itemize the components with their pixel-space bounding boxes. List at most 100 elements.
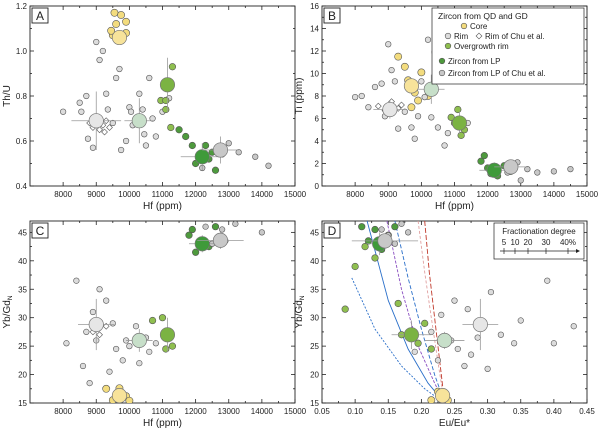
y-axis-title-subscript: N <box>299 295 306 300</box>
legend-title: Zircon from QD and GD <box>438 11 528 21</box>
rim-point <box>106 368 113 375</box>
legend-chu-rim-label: Rim of Chu et al. <box>485 32 545 41</box>
panel-label-box <box>323 7 341 24</box>
legend-lp-swatch <box>438 57 446 65</box>
rim-point <box>464 306 471 313</box>
rim-point <box>474 334 481 341</box>
overgrowth-point <box>454 105 462 114</box>
rim-point <box>421 94 428 101</box>
lp-point <box>477 157 485 165</box>
lp-point <box>371 225 379 234</box>
rim-point <box>441 142 448 149</box>
panel-B: 8000 9000 10000 11000 12000 13000 14000 15000 0 2… <box>294 2 599 212</box>
fractionation-curve <box>351 277 445 403</box>
x-tick-label: 15000 <box>576 190 599 199</box>
rim-point <box>428 114 435 121</box>
legend-overgrowth-label: Overgrowth rim <box>454 42 509 51</box>
panel-label-box <box>31 222 49 239</box>
fractionation-curve <box>386 221 446 403</box>
chu_rim-point <box>398 101 405 109</box>
y-axis-title-main: Yb/Gd <box>2 300 13 328</box>
rim-point <box>139 106 146 113</box>
lp_chu-point <box>378 226 385 233</box>
x-tick-label: 11000 <box>152 407 174 416</box>
y-tick-label: 6 <box>315 115 320 124</box>
chu_rim-point <box>96 331 103 339</box>
x-tick-label: 13000 <box>510 190 533 199</box>
rim-point <box>461 362 468 370</box>
fractionation-tick-label: 20 <box>524 238 533 247</box>
x-tick-label: 14000 <box>251 190 274 199</box>
y-tick-label: 0.6 <box>16 137 28 146</box>
plot-area <box>352 36 574 184</box>
y-tick-label: 20 <box>310 371 319 380</box>
y-tick-label: 1.2 <box>16 2 28 11</box>
rim-point <box>438 311 445 318</box>
rim-point <box>78 108 85 115</box>
overgrowth-point <box>168 342 177 350</box>
fractionation-tick-label: 5 <box>502 238 507 247</box>
overgrowth-point <box>148 316 157 325</box>
overgrowth_mean-marker <box>159 77 176 93</box>
y-tick-label: 2 <box>315 160 320 169</box>
y-tick-label: 0.8 <box>16 92 28 101</box>
rim-point <box>76 99 83 106</box>
core-point <box>417 68 426 77</box>
lp_mean-marker <box>194 149 210 165</box>
core_mean-marker <box>111 29 127 46</box>
rim-point <box>371 83 379 91</box>
lp_chu_mean-marker <box>503 159 519 175</box>
rim-point <box>550 340 557 347</box>
rim-point <box>89 308 97 316</box>
lp_chu-point <box>219 226 226 233</box>
rim-point <box>96 286 103 293</box>
legend-overgrowth-swatch <box>444 42 452 50</box>
rim-point <box>484 365 491 372</box>
rim-point <box>411 348 418 355</box>
lp-point <box>358 223 366 231</box>
x-tick-label: 8000 <box>54 190 72 199</box>
rim-point <box>152 340 159 347</box>
rim-point <box>391 78 398 85</box>
overgrowth-point <box>371 254 379 262</box>
x-tick-label: 8000 <box>346 190 364 199</box>
lp-point <box>188 141 196 150</box>
rim-point <box>358 92 365 100</box>
x-tick-label: 0.05 <box>314 407 330 416</box>
x-tick-label: 12000 <box>185 190 208 199</box>
rim-point <box>418 78 425 85</box>
x-tick-label: 0.40 <box>546 407 562 416</box>
x-tick-label: 10000 <box>410 190 433 199</box>
rim-point <box>152 133 159 140</box>
lp_chu-point <box>265 162 272 169</box>
rim-point <box>83 328 90 336</box>
y-tick-label: 1.0 <box>16 47 28 56</box>
rim_mean-marker <box>131 113 147 129</box>
core-point <box>110 8 119 17</box>
rim-point <box>60 108 67 115</box>
x-tick-label: 15000 <box>284 407 307 416</box>
y-axis-title: Th/U <box>2 85 13 107</box>
core-point <box>112 20 121 28</box>
rim-point <box>517 317 524 324</box>
rim-point <box>103 297 110 304</box>
y-tick-label: 10 <box>310 70 319 79</box>
rim-point <box>141 131 148 138</box>
core-point <box>394 52 403 61</box>
overgrowth_mean-marker <box>451 115 468 131</box>
y-tick-label: 0 <box>315 182 320 191</box>
rim-point <box>119 357 126 364</box>
plot-area <box>341 221 577 403</box>
overgrowth-point <box>361 242 369 251</box>
rim-point <box>451 297 458 304</box>
panel-label: D <box>328 224 337 238</box>
rim-point <box>79 362 87 370</box>
lp-point <box>185 231 193 239</box>
rim-point <box>136 90 143 97</box>
overgrowth-point <box>427 345 435 353</box>
rim_mean-marker <box>437 332 453 348</box>
lp_chu-point <box>202 223 209 230</box>
fractionation-tick-label: 10 <box>511 238 520 247</box>
fractionation-legend: Fractionation degree 5 10 20 30 40% <box>493 222 585 260</box>
rim-point <box>83 92 90 100</box>
